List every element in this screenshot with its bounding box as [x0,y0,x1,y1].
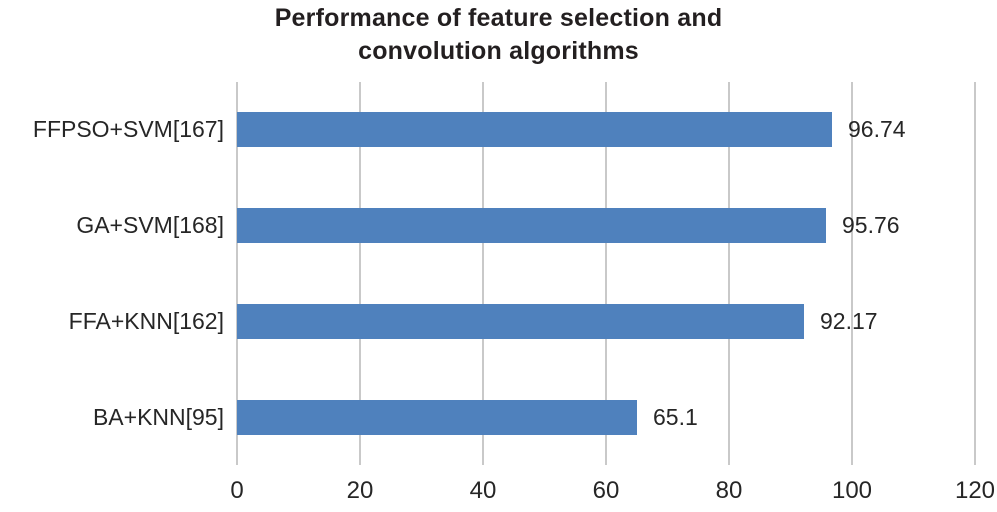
x-tick-label-120: 120 [954,477,996,504]
gridline-x-20 [359,82,361,465]
gridline-x-80 [728,82,730,465]
gridline-x-120 [974,82,976,465]
category-label: GA+SVM[168] [76,212,224,238]
bar-FFA+KNN[162] [237,304,804,339]
category-label: BA+KNN[95] [92,404,224,430]
x-tick-label-60: 60 [592,477,620,504]
category-label: FFA+KNN[162] [68,308,224,334]
x-tick-label-80: 80 [715,477,743,504]
value-label: 96.74 [848,116,906,142]
x-tick-label-0: 0 [230,477,244,504]
x-tick-label-20: 20 [346,477,374,504]
gridline-x-60 [605,82,607,465]
value-label: 65.1 [653,404,698,430]
value-label: 92.17 [820,308,878,334]
x-tick-label-40: 40 [469,477,497,504]
x-tick-label-100: 100 [831,477,873,504]
gridline-x-40 [482,82,484,465]
category-label: FFPSO+SVM[167] [32,116,224,142]
chart-title-line-1: Performance of feature selection and [274,4,723,32]
gridline-x-100 [851,82,853,465]
plot-area [236,82,976,465]
chart-title: Performance of feature selection and con… [0,2,997,68]
value-label: 95.76 [842,212,900,238]
chart-title-line-2: convolution algorithms [358,37,639,65]
bar-GA+SVM[168] [237,208,826,243]
gridline-x-0 [236,82,238,465]
bar-BA+KNN[95] [237,400,637,435]
bar-FFPSO+SVM[167] [237,112,832,147]
